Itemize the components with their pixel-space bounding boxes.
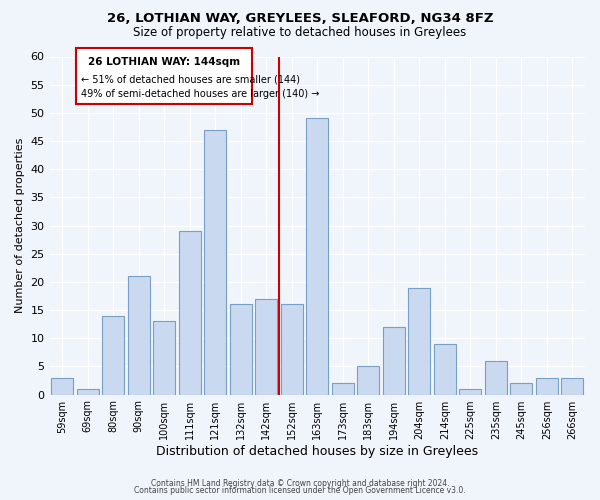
Bar (128, 276, 149, 394)
Text: ← 51% of detached houses are smaller (144): ← 51% of detached houses are smaller (14… (82, 74, 301, 84)
Bar (511, 384, 532, 394)
Bar (434, 344, 455, 395)
Bar (77, 389, 98, 394)
Text: 49% of semi-detached houses are larger (140) →: 49% of semi-detached houses are larger (… (82, 90, 320, 100)
FancyBboxPatch shape (76, 48, 252, 104)
Text: Contains HM Land Registry data © Crown copyright and database right 2024.: Contains HM Land Registry data © Crown c… (151, 478, 449, 488)
X-axis label: Distribution of detached houses by size in Greylees: Distribution of detached houses by size … (156, 444, 478, 458)
Bar (256, 299, 277, 394)
Bar (358, 366, 379, 394)
Bar (281, 304, 302, 394)
Bar (562, 378, 583, 394)
Bar (154, 322, 175, 394)
Bar (460, 389, 481, 394)
Bar (383, 327, 404, 394)
Bar (230, 304, 251, 394)
Bar (307, 118, 328, 394)
Bar (409, 288, 430, 395)
Y-axis label: Number of detached properties: Number of detached properties (15, 138, 25, 313)
Bar (332, 384, 353, 394)
Bar (205, 130, 226, 394)
Text: Contains public sector information licensed under the Open Government Licence v3: Contains public sector information licen… (134, 486, 466, 495)
Bar (536, 378, 557, 394)
Bar (485, 361, 506, 394)
Text: Size of property relative to detached houses in Greylees: Size of property relative to detached ho… (133, 26, 467, 39)
Bar (103, 316, 124, 394)
Text: 26 LOTHIAN WAY: 144sqm: 26 LOTHIAN WAY: 144sqm (88, 57, 241, 67)
Bar (52, 378, 73, 394)
Bar (179, 231, 200, 394)
Text: 26, LOTHIAN WAY, GREYLEES, SLEAFORD, NG34 8FZ: 26, LOTHIAN WAY, GREYLEES, SLEAFORD, NG3… (107, 12, 493, 26)
